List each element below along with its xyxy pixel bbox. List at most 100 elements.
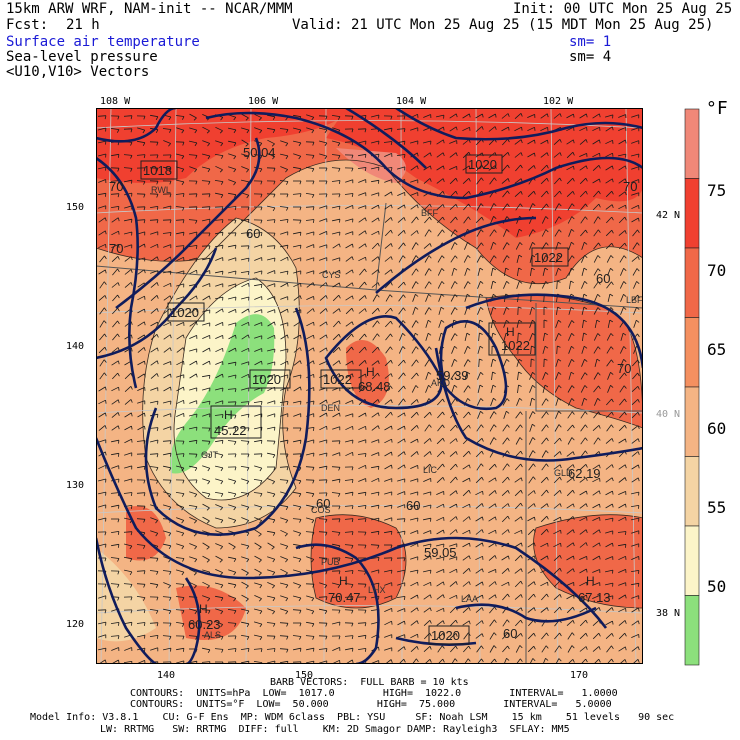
wind-barb-feather (351, 610, 354, 614)
wind-barb-feather (273, 636, 276, 640)
pressure-label-box: 1020 (167, 302, 205, 322)
wind-barb-feather (377, 360, 380, 365)
temp-fill-65-70-southeast (533, 514, 643, 608)
extremum-type: H (199, 602, 208, 616)
wind-barb (150, 360, 158, 366)
wind-barb-feather (193, 572, 197, 576)
wind-barb-feather (248, 219, 250, 223)
wind-barb (618, 127, 626, 131)
wind-barb (149, 453, 159, 455)
wind-barb (605, 477, 613, 483)
wind-barb-feather (454, 307, 458, 311)
wind-barb-feather (364, 544, 367, 549)
wind-barb-feather (597, 255, 601, 259)
wind-barb-feather (259, 480, 263, 484)
wind-barb-feather (390, 399, 393, 404)
wind-barb-feather (129, 558, 133, 562)
wind-barb (618, 178, 626, 184)
wind-barb (566, 177, 574, 185)
wind-barb (631, 114, 639, 118)
wind-barb-feather (156, 154, 159, 159)
wind-barb-feather (493, 411, 497, 415)
wind-barb-feather (364, 360, 367, 364)
wind-barb (228, 582, 236, 586)
wind-barb-feather (378, 205, 380, 209)
wind-barb-feather (169, 295, 172, 300)
wind-barb-feather (520, 633, 523, 637)
wind-barb (542, 372, 546, 380)
wind-barb (305, 531, 315, 533)
wind-barb-feather (429, 438, 432, 442)
wind-barb-feather (404, 621, 406, 625)
wind-barb (607, 294, 611, 302)
wind-barb (98, 517, 106, 521)
wind-barb-feather (546, 529, 549, 533)
wind-barb (176, 543, 184, 547)
wind-barb-feather (415, 293, 419, 297)
wind-barb-feather (156, 467, 159, 471)
wind-barb-feather (234, 648, 237, 652)
wind-barb (241, 568, 249, 574)
wind-barb (241, 347, 249, 353)
wind-barb-feather (598, 385, 601, 390)
wind-barb (189, 426, 197, 430)
wind-barb-feather (429, 451, 432, 455)
wind-barb-feather (182, 219, 185, 224)
wind-barb (357, 453, 367, 455)
wind-barb-feather (285, 584, 289, 589)
wind-barb-feather (467, 359, 471, 363)
wind-barb-feather (520, 191, 523, 195)
wind-barb-feather (558, 267, 562, 271)
wind-barb-feather (130, 128, 133, 133)
wind-barb-feather (130, 596, 133, 601)
wind-barb (385, 307, 391, 315)
wind-barb (345, 295, 353, 301)
wind-barb (176, 256, 184, 262)
wind-barb-feather (208, 453, 211, 458)
wind-barb-feather (429, 203, 432, 208)
wind-barb-feather (624, 372, 627, 377)
wind-barb (162, 635, 172, 637)
wind-barb-feather (286, 649, 289, 653)
wind-barb-feather (454, 229, 458, 233)
wind-barb-feather (597, 294, 601, 297)
wind-barb (540, 164, 548, 172)
wind-barb-feather (481, 658, 484, 663)
wind-barb (99, 320, 105, 328)
wind-barb (124, 269, 132, 275)
wind-barb-feather (351, 545, 354, 549)
wind-barb (594, 398, 598, 406)
wind-barb (488, 503, 496, 509)
wind-barb-feather (156, 373, 159, 377)
wind-barb (111, 504, 119, 508)
wind-barb (464, 658, 469, 664)
wind-barb (293, 166, 301, 170)
wind-barb (241, 594, 249, 600)
wind-barb (279, 206, 289, 208)
wind-barb (227, 440, 237, 442)
wind-barb (397, 281, 405, 289)
wind-barb (98, 412, 106, 418)
wind-barb (605, 490, 613, 496)
wind-barb (618, 569, 626, 573)
wind-barb-feather (390, 307, 393, 312)
wind-barb (189, 556, 197, 560)
wind-barb-feather (273, 219, 276, 224)
wind-barb-feather (286, 193, 289, 198)
wind-barb (189, 413, 197, 417)
wind-barb-feather (637, 372, 640, 377)
wind-barb-feather (403, 596, 406, 600)
wind-barb (318, 557, 328, 559)
wind-barb (579, 503, 587, 509)
wind-barb-feather (259, 143, 263, 147)
wind-barb (293, 504, 301, 508)
wind-barb-feather (156, 295, 159, 299)
wind-barb (188, 505, 198, 507)
wind-barb (254, 348, 262, 352)
wind-barb-feather (194, 610, 198, 615)
wind-barb-feather (233, 142, 237, 146)
wind-barb-feather (246, 558, 250, 563)
wind-barb-feather (403, 294, 406, 298)
wind-barb (593, 190, 599, 198)
wind-barb (189, 308, 197, 314)
